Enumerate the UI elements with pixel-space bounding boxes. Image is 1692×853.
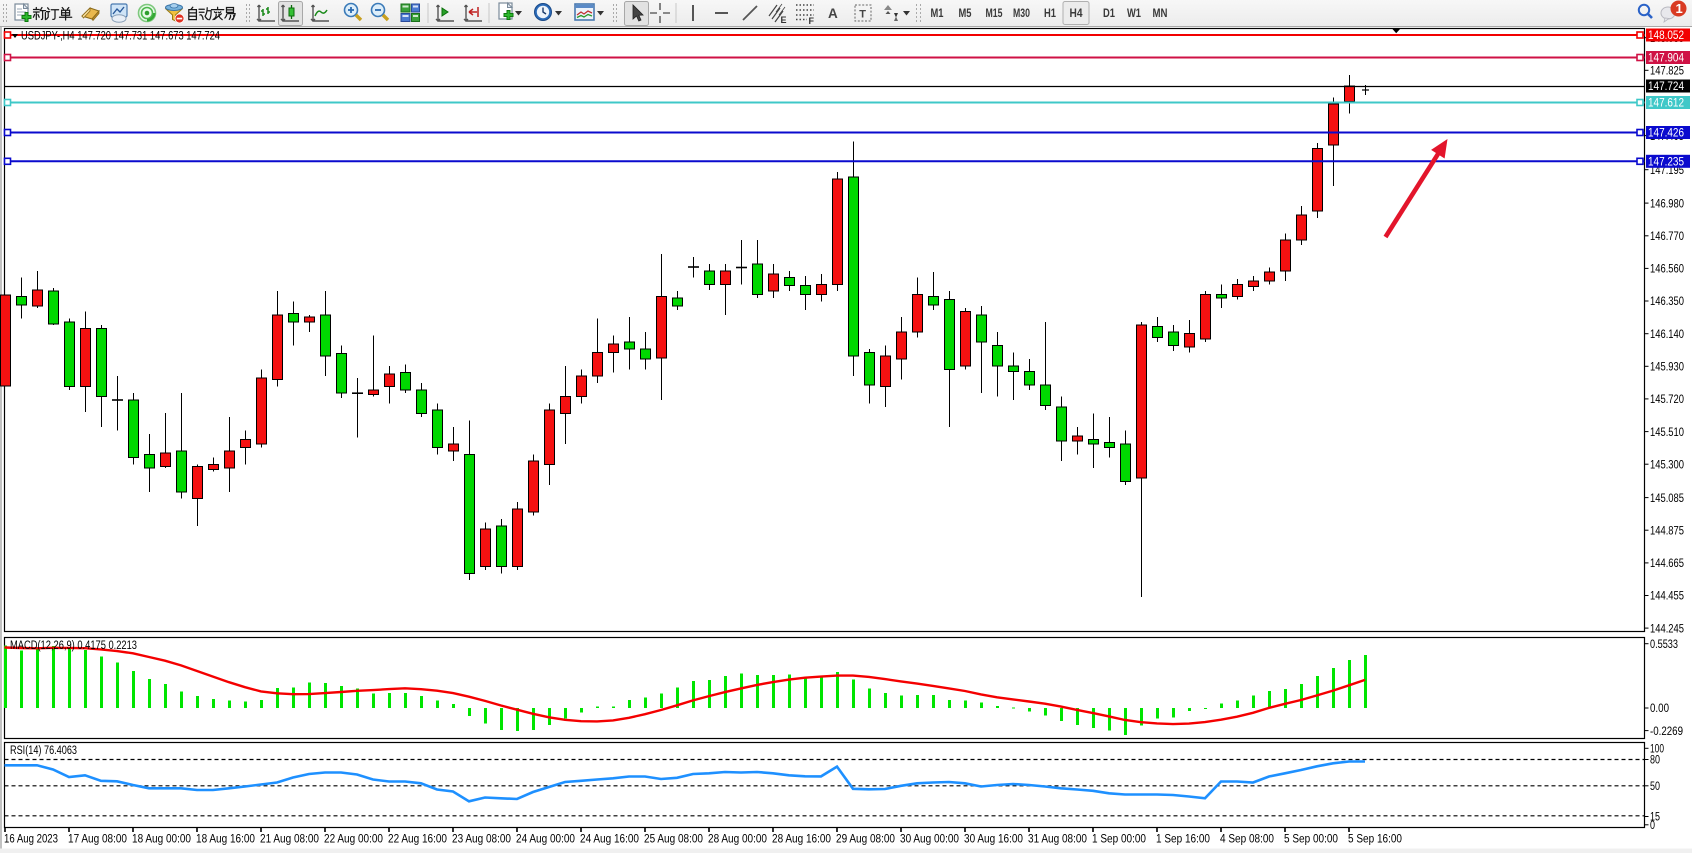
- svg-text:-0.2269: -0.2269: [1650, 726, 1683, 738]
- svg-text:A: A: [828, 6, 838, 21]
- svg-text:24 Aug 00:00: 24 Aug 00:00: [516, 834, 575, 846]
- svg-text:145.300: 145.300: [1650, 459, 1684, 471]
- svg-text:147.426: 147.426: [1648, 128, 1684, 140]
- svg-text:H1: H1: [1044, 8, 1056, 20]
- svg-text:147.195: 147.195: [1650, 165, 1684, 177]
- svg-text:H4: H4: [1070, 8, 1084, 20]
- svg-text:145.085: 145.085: [1650, 493, 1684, 505]
- svg-text:0.00: 0.00: [1650, 703, 1669, 715]
- svg-text:M15: M15: [986, 8, 1003, 20]
- svg-text:M5: M5: [959, 8, 972, 20]
- svg-text:30 Aug 00:00: 30 Aug 00:00: [900, 834, 959, 846]
- svg-text:23 Aug 08:00: 23 Aug 08:00: [452, 834, 511, 846]
- svg-text:144.455: 144.455: [1650, 591, 1684, 603]
- svg-text:M30: M30: [1013, 8, 1030, 20]
- svg-text:4 Sep 08:00: 4 Sep 08:00: [1220, 834, 1274, 846]
- svg-text:0: 0: [1650, 820, 1655, 832]
- svg-text:145.510: 145.510: [1650, 427, 1684, 439]
- svg-text:50: 50: [1650, 781, 1660, 793]
- svg-text:MN: MN: [1153, 8, 1168, 20]
- svg-text:146.350: 146.350: [1650, 296, 1684, 308]
- svg-text:147.904: 147.904: [1648, 53, 1685, 65]
- svg-text:16 Aug 2023: 16 Aug 2023: [4, 834, 58, 846]
- svg-text:22 Aug 16:00: 22 Aug 16:00: [388, 834, 447, 846]
- svg-text:147.235: 147.235: [1648, 157, 1684, 169]
- svg-text:25 Aug 08:00: 25 Aug 08:00: [644, 834, 703, 846]
- svg-text:147.612: 147.612: [1648, 98, 1684, 110]
- svg-text:22 Aug 00:00: 22 Aug 00:00: [324, 834, 383, 846]
- svg-text:80: 80: [1650, 755, 1660, 767]
- svg-text:T: T: [859, 9, 866, 21]
- svg-text:W1: W1: [1127, 8, 1141, 20]
- svg-text:15: 15: [1650, 812, 1660, 824]
- svg-text:17 Aug 08:00: 17 Aug 08:00: [68, 834, 127, 846]
- svg-text:1 Sep 00:00: 1 Sep 00:00: [1092, 834, 1146, 846]
- svg-text:MACD(12,26,9) 0.4175 0.2213: MACD(12,26,9) 0.4175 0.2213: [10, 640, 137, 652]
- svg-text:100: 100: [1650, 744, 1664, 756]
- svg-text:147.825: 147.825: [1650, 66, 1684, 78]
- svg-text:M1: M1: [931, 8, 944, 20]
- svg-text:21 Aug 08:00: 21 Aug 08:00: [260, 834, 319, 846]
- svg-text:1 Sep 16:00: 1 Sep 16:00: [1156, 834, 1210, 846]
- svg-text:18 Aug 00:00: 18 Aug 00:00: [132, 834, 191, 846]
- svg-text:146.560: 146.560: [1650, 264, 1684, 276]
- svg-text:31 Aug 08:00: 31 Aug 08:00: [1028, 834, 1087, 846]
- svg-text:146.140: 146.140: [1650, 329, 1684, 341]
- svg-text:USDJPY-,H4 147.720 147.731 14: USDJPY-,H4 147.720 147.731 147.673 147.7…: [21, 29, 220, 43]
- svg-text:147.724: 147.724: [1648, 81, 1685, 93]
- svg-text:RSI(14) 76.4063: RSI(14) 76.4063: [10, 745, 77, 757]
- svg-text:144.245: 144.245: [1650, 623, 1684, 635]
- svg-text:5 Sep 16:00: 5 Sep 16:00: [1348, 834, 1402, 846]
- svg-text:5 Sep 00:00: 5 Sep 00:00: [1284, 834, 1338, 846]
- svg-text:146.770: 146.770: [1650, 231, 1684, 243]
- svg-text:D1: D1: [1103, 8, 1115, 20]
- svg-text:28 Aug 00:00: 28 Aug 00:00: [708, 834, 767, 846]
- svg-text:144.665: 144.665: [1650, 558, 1684, 570]
- svg-text:24 Aug 16:00: 24 Aug 16:00: [580, 834, 639, 846]
- svg-text:E: E: [781, 15, 787, 25]
- svg-text:145.930: 145.930: [1650, 361, 1684, 373]
- svg-text:29 Aug 08:00: 29 Aug 08:00: [836, 834, 895, 846]
- svg-text:0.5533: 0.5533: [1650, 639, 1678, 651]
- svg-text:1: 1: [1676, 1, 1683, 16]
- svg-text:28 Aug 16:00: 28 Aug 16:00: [772, 834, 831, 846]
- svg-text:144.875: 144.875: [1650, 525, 1684, 537]
- svg-text:148.052: 148.052: [1648, 30, 1684, 42]
- svg-text:146.980: 146.980: [1650, 198, 1684, 210]
- svg-text:18 Aug 16:00: 18 Aug 16:00: [196, 834, 255, 846]
- svg-text:30 Aug 16:00: 30 Aug 16:00: [964, 834, 1023, 846]
- svg-text:F: F: [809, 16, 815, 26]
- svg-text:145.720: 145.720: [1650, 394, 1684, 406]
